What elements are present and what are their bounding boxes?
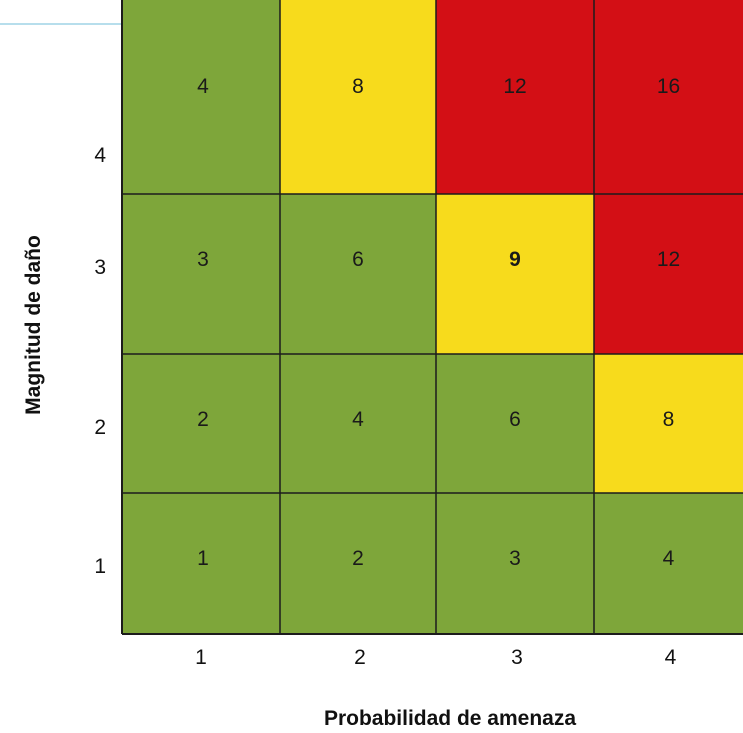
- cell-value-label: 6: [352, 248, 364, 271]
- heatmap-cell-r2-c1: [122, 354, 280, 493]
- heatmap-cell-r2-c4: [594, 354, 743, 493]
- heatmap-cell-r3-c1: [122, 194, 280, 354]
- heatmap-cell-r1-c3: [436, 493, 594, 634]
- heatmap-cell-r4-c4: [594, 0, 743, 194]
- x-tick-label-3: 3: [511, 646, 523, 669]
- cell-value-label: 4: [352, 408, 364, 431]
- cell-value-label: 4: [663, 547, 675, 570]
- y-axis-title: Magnitud de daño: [22, 235, 45, 415]
- heatmap-cell-r1-c4: [594, 493, 743, 634]
- heatmap-cell-r4-c3: [436, 0, 594, 194]
- cell-value-label: 2: [197, 408, 209, 431]
- cell-value-label: 12: [657, 248, 680, 271]
- heatmap-cell-r1-c2: [280, 493, 436, 634]
- heatmap-cell-r3-c4: [594, 194, 743, 354]
- heatmap-cell-r2-c3: [436, 354, 594, 493]
- cell-value-label: 8: [663, 408, 675, 431]
- y-tick-label-1: 1: [94, 555, 106, 578]
- cell-value-label: 1: [197, 547, 209, 570]
- heatmap-cell-r3-c3: [436, 194, 594, 354]
- x-tick-label-4: 4: [665, 646, 677, 669]
- x-tick-labels: 1 2 3 4: [195, 646, 677, 669]
- y-tick-label-4: 4: [94, 144, 106, 167]
- cell-value-label: 9: [509, 248, 521, 271]
- heatmap-cell-r4-c1: [122, 0, 280, 194]
- cell-value-label: 12: [503, 75, 526, 98]
- cell-value-label: 6: [509, 408, 521, 431]
- cell-value-label: 3: [197, 248, 209, 271]
- cell-value-label: 8: [352, 75, 364, 98]
- x-tick-label-2: 2: [354, 646, 366, 669]
- grid-lines: [121, 0, 743, 635]
- heatmap-cells: 4 8 12 163 6 9 122 4 6 81 2 3 4: [122, 0, 743, 634]
- heatmap-cell-r1-c1: [122, 493, 280, 634]
- heatmap-cell-r2-c2: [280, 354, 436, 493]
- cell-value-label: 4: [197, 75, 209, 98]
- cell-value-label: 16: [657, 75, 680, 98]
- y-tick-labels: 4 3 2 1: [94, 144, 106, 578]
- cell-value-label: 2: [352, 547, 364, 570]
- heatmap-cell-r4-c2: [280, 0, 436, 194]
- y-tick-label-2: 2: [94, 416, 106, 439]
- x-axis-title: Probabilidad de amenaza: [324, 707, 576, 730]
- heatmap-cell-r3-c2: [280, 194, 436, 354]
- y-tick-label-3: 3: [94, 256, 106, 279]
- x-tick-label-1: 1: [195, 646, 207, 669]
- cell-value-label: 3: [509, 547, 521, 570]
